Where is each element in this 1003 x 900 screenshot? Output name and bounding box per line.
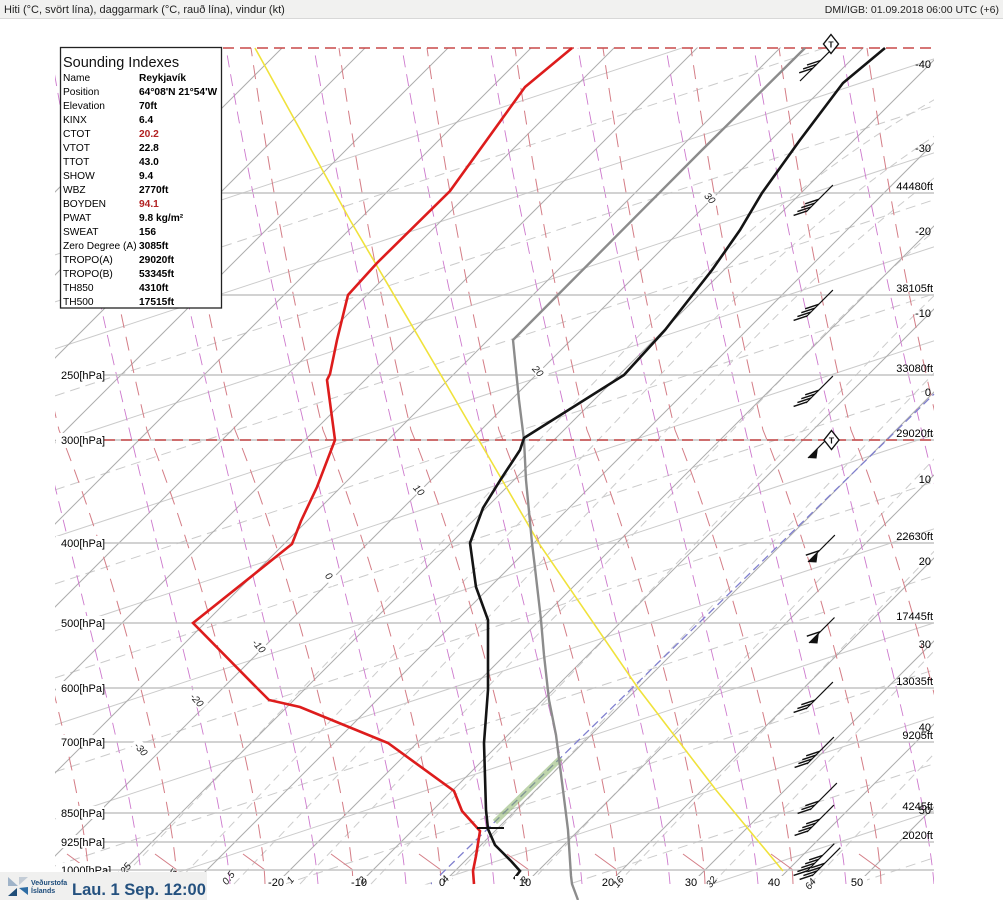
svg-text:17515ft: 17515ft xyxy=(139,297,175,308)
svg-text:Elevation: Elevation xyxy=(63,101,105,112)
svg-text:0: 0 xyxy=(439,877,445,889)
svg-text:700[hPa]: 700[hPa] xyxy=(61,737,105,749)
svg-text:43.0: 43.0 xyxy=(139,157,159,168)
svg-text:250[hPa]: 250[hPa] xyxy=(61,370,105,382)
svg-text:Sounding Indexes: Sounding Indexes xyxy=(63,55,179,71)
svg-text:4245ft: 4245ft xyxy=(902,801,933,813)
svg-text:Hiti (°C, svört lína), daggarm: Hiti (°C, svört lína), daggarmark (°C, r… xyxy=(4,4,285,16)
svg-text:CTOT: CTOT xyxy=(63,129,91,140)
svg-text:PWAT: PWAT xyxy=(63,213,91,224)
svg-text:-10: -10 xyxy=(915,308,931,320)
svg-text:0: 0 xyxy=(925,387,931,399)
svg-text:40: 40 xyxy=(768,877,780,889)
svg-text:9.4: 9.4 xyxy=(139,171,153,182)
svg-text:T: T xyxy=(828,40,834,50)
svg-text:29020ft: 29020ft xyxy=(896,428,933,440)
svg-text:SWEAT: SWEAT xyxy=(63,227,98,238)
svg-text:850[hPa]: 850[hPa] xyxy=(61,808,105,820)
svg-text:9.8 kg/m²: 9.8 kg/m² xyxy=(139,213,184,224)
svg-text:70ft: 70ft xyxy=(139,101,158,112)
svg-text:17445ft: 17445ft xyxy=(896,611,933,623)
svg-text:64°08'N 21°54'W: 64°08'N 21°54'W xyxy=(139,87,218,98)
svg-text:TROPO(A): TROPO(A) xyxy=(63,255,113,266)
svg-text:-20: -20 xyxy=(268,877,284,889)
svg-text:TROPO(B): TROPO(B) xyxy=(63,269,113,280)
svg-text:38105ft: 38105ft xyxy=(896,283,933,295)
svg-text:10: 10 xyxy=(519,877,531,889)
svg-text:4: 4 xyxy=(440,874,452,886)
svg-text:500[hPa]: 500[hPa] xyxy=(61,618,105,630)
svg-text:SHOW: SHOW xyxy=(63,171,95,182)
svg-text:20: 20 xyxy=(602,877,614,889)
svg-text:2020ft: 2020ft xyxy=(902,830,933,842)
svg-text:2770ft: 2770ft xyxy=(139,185,169,196)
svg-text:30: 30 xyxy=(685,877,697,889)
svg-text:29020ft: 29020ft xyxy=(139,255,175,266)
svg-text:WBZ: WBZ xyxy=(63,185,86,196)
svg-text:8: 8 xyxy=(519,875,531,887)
svg-text:TH500: TH500 xyxy=(63,297,94,308)
svg-text:VTOT: VTOT xyxy=(63,143,90,154)
svg-text:22.8: 22.8 xyxy=(139,143,159,154)
svg-text:300[hPa]: 300[hPa] xyxy=(61,435,105,447)
svg-text:44480ft: 44480ft xyxy=(896,181,933,193)
svg-text:9205ft: 9205ft xyxy=(902,730,933,742)
svg-text:925[hPa]: 925[hPa] xyxy=(61,837,105,849)
svg-text:22630ft: 22630ft xyxy=(896,531,933,543)
svg-text:156: 156 xyxy=(139,227,156,238)
svg-text:94.1: 94.1 xyxy=(139,199,159,210)
svg-text:33080ft: 33080ft xyxy=(896,363,933,375)
svg-text:20: 20 xyxy=(919,556,931,568)
svg-text:Lau. 1 Sep. 12:00: Lau. 1 Sep. 12:00 xyxy=(72,881,206,899)
svg-text:TTOT: TTOT xyxy=(63,157,89,168)
svg-text:600[hPa]: 600[hPa] xyxy=(61,683,105,695)
svg-text:Íslands: Íslands xyxy=(31,886,55,895)
svg-text:400[hPa]: 400[hPa] xyxy=(61,538,105,550)
svg-text:T: T xyxy=(829,436,835,446)
svg-text:TH850: TH850 xyxy=(63,283,94,294)
svg-text:-40: -40 xyxy=(915,59,931,71)
svg-text:40: 40 xyxy=(919,722,931,734)
svg-text:Position: Position xyxy=(63,87,99,98)
svg-text:4310ft: 4310ft xyxy=(139,283,169,294)
svg-text:Reykjavík: Reykjavík xyxy=(139,73,186,84)
svg-text:50: 50 xyxy=(851,877,863,889)
svg-text:1: 1 xyxy=(285,875,297,886)
svg-text:KINX: KINX xyxy=(63,115,87,126)
svg-text:53345ft: 53345ft xyxy=(139,269,175,280)
svg-text:10: 10 xyxy=(919,474,931,486)
svg-text:13035ft: 13035ft xyxy=(896,676,933,688)
svg-text:20.2: 20.2 xyxy=(139,129,159,140)
svg-text:Name: Name xyxy=(63,73,91,84)
svg-text:Veðurstofa: Veðurstofa xyxy=(31,879,67,887)
svg-text:30: 30 xyxy=(919,639,931,651)
svg-text:50: 50 xyxy=(919,805,931,817)
svg-text:BOYDEN: BOYDEN xyxy=(63,199,106,210)
svg-text:Zero Degree (A): Zero Degree (A) xyxy=(63,241,137,252)
svg-text:-10: -10 xyxy=(351,877,367,889)
svg-text:6.4: 6.4 xyxy=(139,115,153,126)
svg-text:0: 0 xyxy=(322,571,334,583)
svg-text:3085ft: 3085ft xyxy=(139,241,169,252)
svg-text:DMI/IGB: 01.09.2018 06:00 UTC: DMI/IGB: 01.09.2018 06:00 UTC (+6) xyxy=(825,4,999,16)
svg-text:-20: -20 xyxy=(915,226,931,238)
svg-text:-30: -30 xyxy=(915,143,931,155)
